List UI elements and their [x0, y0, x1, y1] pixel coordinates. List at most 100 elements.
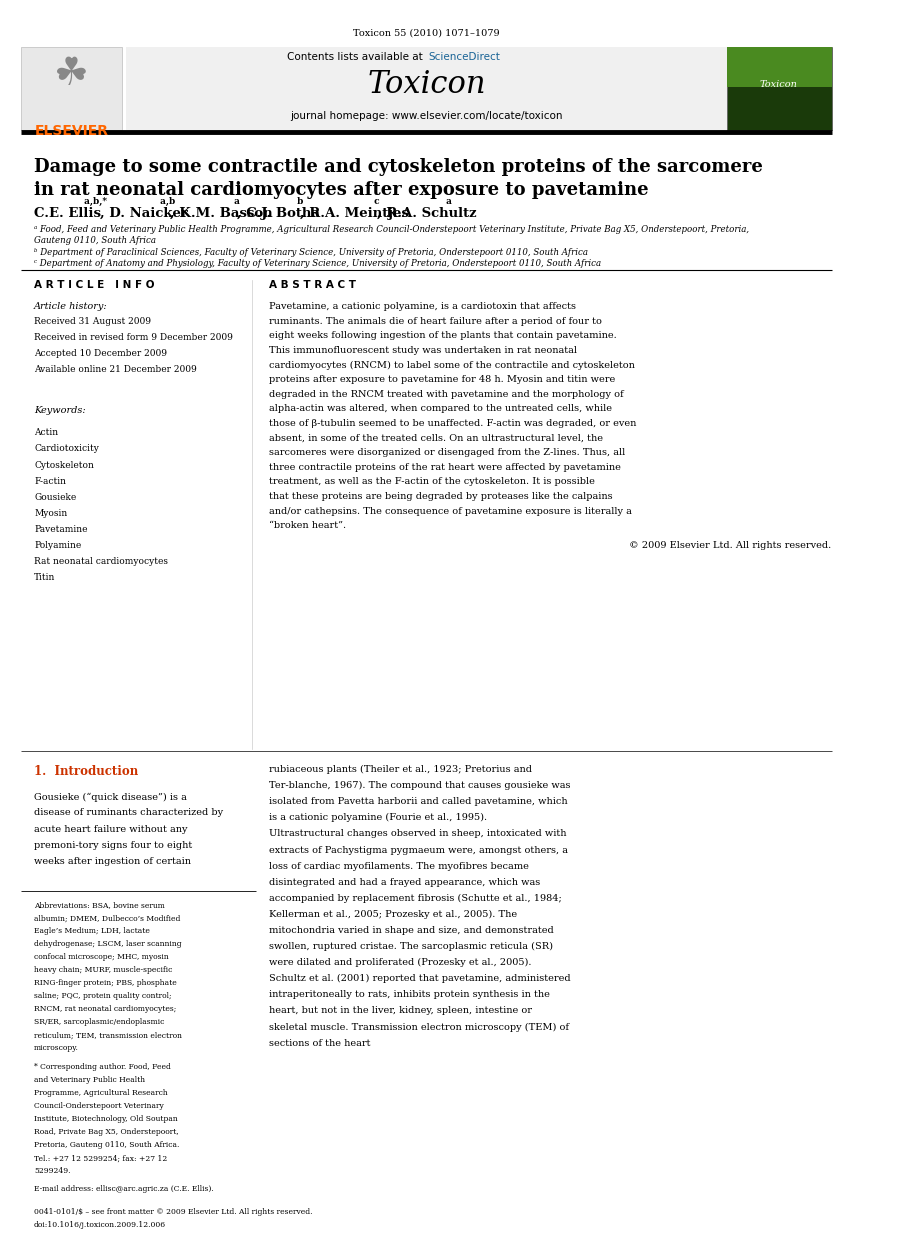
Text: “broken heart”.: “broken heart”.	[268, 521, 346, 530]
Text: isolated from Pavetta harborii and called pavetamine, which: isolated from Pavetta harborii and calle…	[268, 797, 567, 806]
Text: saline; PQC, protein quality control;: saline; PQC, protein quality control;	[34, 993, 171, 1000]
Text: Ter-blanche, 1967). The compound that causes gousieke was: Ter-blanche, 1967). The compound that ca…	[268, 781, 571, 790]
Text: accompanied by replacement fibrosis (Schutte et al., 1984;: accompanied by replacement fibrosis (Sch…	[268, 894, 561, 903]
Text: b: b	[294, 197, 303, 206]
Text: three contractile proteins of the rat heart were affected by pavetamine: three contractile proteins of the rat he…	[268, 463, 620, 472]
Text: degraded in the RNCM treated with pavetamine and the morphology of: degraded in the RNCM treated with paveta…	[268, 390, 623, 399]
Text: eight weeks following ingestion of the plants that contain pavetamine.: eight weeks following ingestion of the p…	[268, 332, 617, 340]
Text: Tel.: +27 12 5299254; fax: +27 12: Tel.: +27 12 5299254; fax: +27 12	[34, 1155, 168, 1162]
Text: a,b,*: a,b,*	[81, 197, 107, 206]
Text: doi:10.1016/j.toxicon.2009.12.006: doi:10.1016/j.toxicon.2009.12.006	[34, 1221, 166, 1228]
Text: Schultz et al. (2001) reported that pavetamine, administered: Schultz et al. (2001) reported that pave…	[268, 974, 571, 983]
Text: Toxicon: Toxicon	[367, 69, 486, 100]
Text: acute heart failure without any: acute heart failure without any	[34, 825, 188, 833]
Text: Pavetamine: Pavetamine	[34, 525, 88, 534]
Text: weeks after ingestion of certain: weeks after ingestion of certain	[34, 857, 191, 865]
Text: those of β-tubulin seemed to be unaffected. F-actin was degraded, or even: those of β-tubulin seemed to be unaffect…	[268, 418, 636, 428]
Text: ᵇ Department of Paraclinical Sciences, Faculty of Veterinary Science, University: ᵇ Department of Paraclinical Sciences, F…	[34, 248, 588, 256]
Text: confocal microscope; MHC, myosin: confocal microscope; MHC, myosin	[34, 953, 169, 961]
Text: skeletal muscle. Transmission electron microscopy (TEM) of: skeletal muscle. Transmission electron m…	[268, 1023, 569, 1031]
Text: absent, in some of the treated cells. On an ultrastructural level, the: absent, in some of the treated cells. On…	[268, 433, 602, 442]
Text: swollen, ruptured cristae. The sarcoplasmic reticula (SR): swollen, ruptured cristae. The sarcoplas…	[268, 942, 552, 951]
Text: 1.  Introduction: 1. Introduction	[34, 765, 139, 779]
Text: Accepted 10 December 2009: Accepted 10 December 2009	[34, 349, 167, 358]
Text: Gauteng 0110, South Africa: Gauteng 0110, South Africa	[34, 236, 156, 245]
Text: reticulum; TEM, transmission electron: reticulum; TEM, transmission electron	[34, 1031, 182, 1039]
Text: albumin; DMEM, Dulbecco’s Modified: albumin; DMEM, Dulbecco’s Modified	[34, 914, 180, 922]
Text: E-mail address: ellisc@arc.agric.za (C.E. Ellis).: E-mail address: ellisc@arc.agric.za (C.E…	[34, 1186, 214, 1193]
Text: F-actin: F-actin	[34, 477, 66, 485]
Text: SR/ER, sarcoplasmic/endoplasmic: SR/ER, sarcoplasmic/endoplasmic	[34, 1018, 164, 1026]
Text: 0041-0101/$ – see front matter © 2009 Elsevier Ltd. All rights reserved.: 0041-0101/$ – see front matter © 2009 El…	[34, 1208, 313, 1216]
Text: Keywords:: Keywords:	[34, 406, 86, 415]
Text: Institute, Biotechnology, Old Soutpan: Institute, Biotechnology, Old Soutpan	[34, 1115, 178, 1123]
Text: were dilated and proliferated (Prozesky et al., 2005).: were dilated and proliferated (Prozesky …	[268, 958, 532, 967]
Text: , R.A. Meintjes: , R.A. Meintjes	[300, 207, 409, 220]
Text: Eagle’s Medium; LDH, lactate: Eagle’s Medium; LDH, lactate	[34, 927, 150, 935]
Text: Damage to some contractile and cytoskeleton proteins of the sarcomere: Damage to some contractile and cytoskele…	[34, 158, 763, 177]
Text: disintegrated and had a frayed appearance, which was: disintegrated and had a frayed appearanc…	[268, 878, 540, 886]
Text: loss of cardiac myofilaments. The myofibres became: loss of cardiac myofilaments. The myofib…	[268, 862, 529, 870]
Text: Abbreviations: BSA, bovine serum: Abbreviations: BSA, bovine serum	[34, 901, 165, 909]
Text: Road, Private Bag X5, Onderstepoort,: Road, Private Bag X5, Onderstepoort,	[34, 1129, 179, 1136]
Text: premoni-tory signs four to eight: premoni-tory signs four to eight	[34, 841, 192, 849]
Text: cardiomyocytes (RNCM) to label some of the contractile and cytoskeleton: cardiomyocytes (RNCM) to label some of t…	[268, 360, 635, 370]
FancyBboxPatch shape	[727, 47, 832, 87]
Text: that these proteins are being degraded by proteases like the calpains: that these proteins are being degraded b…	[268, 491, 612, 501]
Text: sarcomeres were disorganized or disengaged from the Z-lines. Thus, all: sarcomeres were disorganized or disengag…	[268, 448, 625, 457]
Text: Council-Onderstepoort Veterinary: Council-Onderstepoort Veterinary	[34, 1103, 164, 1110]
Text: microscopy.: microscopy.	[34, 1045, 79, 1052]
Text: ᶜ Department of Anatomy and Physiology, Faculty of Veterinary Science, Universit: ᶜ Department of Anatomy and Physiology, …	[34, 259, 601, 267]
Text: rubiaceous plants (Theiler et al., 1923; Pretorius and: rubiaceous plants (Theiler et al., 1923;…	[268, 765, 532, 774]
Text: , K.M. Basson: , K.M. Basson	[170, 207, 272, 220]
Text: Toxicon: Toxicon	[760, 79, 797, 89]
Text: Titin: Titin	[34, 573, 55, 582]
Text: heavy chain; MURF, muscle-specific: heavy chain; MURF, muscle-specific	[34, 967, 172, 974]
Text: alpha-actin was altered, when compared to the untreated cells, while: alpha-actin was altered, when compared t…	[268, 405, 611, 413]
Text: This immunofluorescent study was undertaken in rat neonatal: This immunofluorescent study was underta…	[268, 345, 577, 355]
Text: Programme, Agricultural Research: Programme, Agricultural Research	[34, 1089, 168, 1097]
Text: Gousieke (“quick disease”) is a: Gousieke (“quick disease”) is a	[34, 792, 187, 802]
Text: ᵃ Food, Feed and Veterinary Public Health Programme, Agricultural Research Counc: ᵃ Food, Feed and Veterinary Public Healt…	[34, 225, 749, 234]
Text: RNCM, rat neonatal cardiomyocytes;: RNCM, rat neonatal cardiomyocytes;	[34, 1005, 177, 1013]
Text: Myosin: Myosin	[34, 509, 67, 517]
Text: ELSEVIER: ELSEVIER	[34, 124, 109, 137]
Text: Article history:: Article history:	[34, 302, 108, 311]
Text: and/or cathepsins. The consequence of pavetamine exposure is literally a: and/or cathepsins. The consequence of pa…	[268, 506, 631, 515]
Text: a,b: a,b	[157, 197, 175, 206]
Text: 5299249.: 5299249.	[34, 1167, 71, 1175]
Text: Cardiotoxicity: Cardiotoxicity	[34, 444, 99, 453]
Text: ScienceDirect: ScienceDirect	[428, 52, 500, 62]
Text: disease of ruminants characterized by: disease of ruminants characterized by	[34, 808, 223, 817]
Text: intraperitoneally to rats, inhibits protein synthesis in the: intraperitoneally to rats, inhibits prot…	[268, 990, 550, 999]
Text: Kellerman et al., 2005; Prozesky et al., 2005). The: Kellerman et al., 2005; Prozesky et al.,…	[268, 910, 517, 919]
Text: Received 31 August 2009: Received 31 August 2009	[34, 317, 151, 326]
Text: a: a	[443, 197, 452, 206]
Text: heart, but not in the liver, kidney, spleen, intestine or: heart, but not in the liver, kidney, spl…	[268, 1006, 532, 1015]
Text: Toxicon 55 (2010) 1071–1079: Toxicon 55 (2010) 1071–1079	[353, 28, 500, 37]
FancyBboxPatch shape	[126, 47, 727, 130]
Text: Polyamine: Polyamine	[34, 541, 82, 550]
Text: extracts of Pachystigma pygmaeum were, amongst others, a: extracts of Pachystigma pygmaeum were, a…	[268, 846, 568, 854]
Text: Gousieke: Gousieke	[34, 493, 76, 501]
Text: , D. Naicker: , D. Naicker	[101, 207, 189, 220]
Text: dehydrogenase; LSCM, laser scanning: dehydrogenase; LSCM, laser scanning	[34, 941, 181, 948]
Text: Pavetamine, a cationic polyamine, is a cardiotoxin that affects: Pavetamine, a cationic polyamine, is a c…	[268, 302, 576, 311]
Text: , R.A. Schultz: , R.A. Schultz	[377, 207, 476, 220]
Text: Contents lists available at: Contents lists available at	[288, 52, 426, 62]
Text: Pretoria, Gauteng 0110, South Africa.: Pretoria, Gauteng 0110, South Africa.	[34, 1141, 180, 1149]
Text: treatment, as well as the F-actin of the cytoskeleton. It is possible: treatment, as well as the F-actin of the…	[268, 478, 595, 487]
Text: A B S T R A C T: A B S T R A C T	[268, 280, 356, 290]
Text: Cytoskeleton: Cytoskeleton	[34, 461, 94, 469]
Text: a: a	[230, 197, 239, 206]
Text: C.E. Ellis: C.E. Ellis	[34, 207, 101, 220]
Text: Ultrastructural changes observed in sheep, intoxicated with: Ultrastructural changes observed in shee…	[268, 829, 566, 838]
Text: proteins after exposure to pavetamine for 48 h. Myosin and titin were: proteins after exposure to pavetamine fo…	[268, 375, 615, 384]
Text: Rat neonatal cardiomyocytes: Rat neonatal cardiomyocytes	[34, 557, 168, 566]
Text: RING-finger protein; PBS, phosphate: RING-finger protein; PBS, phosphate	[34, 979, 177, 987]
Text: A R T I C L E   I N F O: A R T I C L E I N F O	[34, 280, 154, 290]
Text: © 2009 Elsevier Ltd. All rights reserved.: © 2009 Elsevier Ltd. All rights reserved…	[629, 541, 832, 550]
Text: Available online 21 December 2009: Available online 21 December 2009	[34, 365, 197, 374]
Text: c: c	[371, 197, 379, 206]
Text: ☘: ☘	[54, 56, 89, 93]
